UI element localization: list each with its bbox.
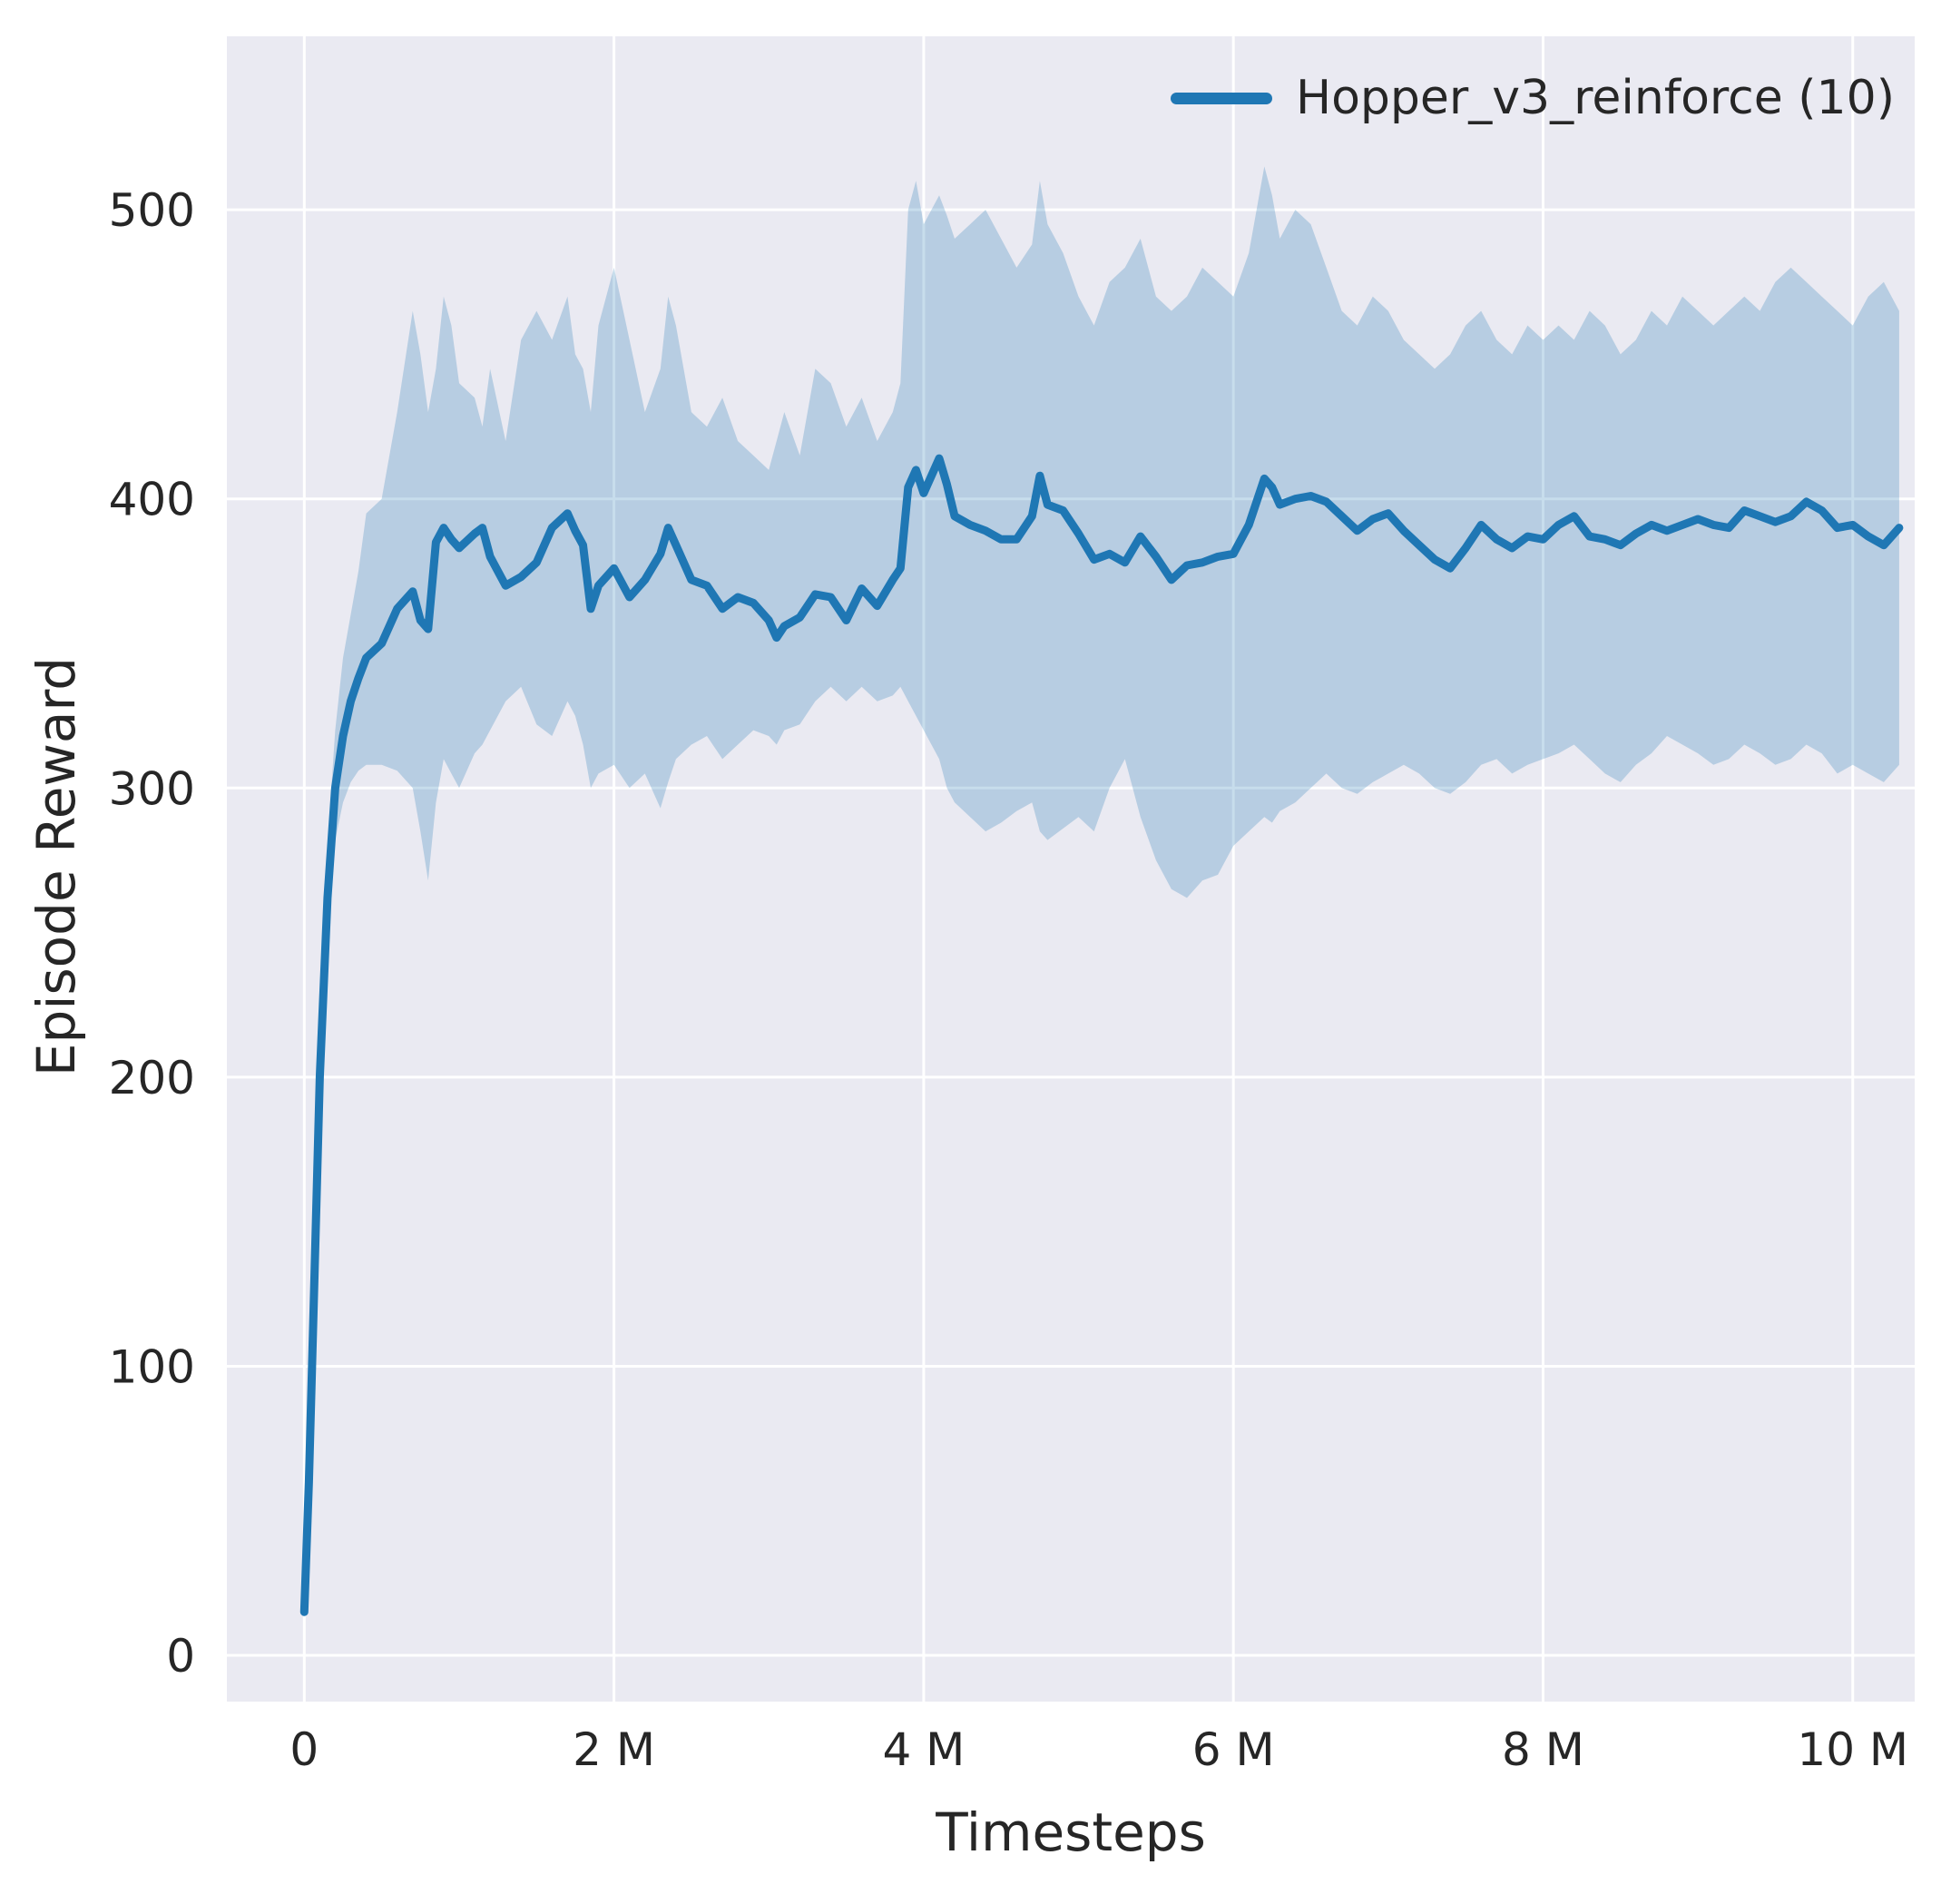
y-tick-label: 200: [109, 1052, 195, 1104]
plot-area: [227, 36, 1915, 1702]
mean-reward-line: [299, 454, 1904, 1616]
y-tick-label: 500: [109, 184, 195, 237]
x-tick-label: 0: [289, 1723, 319, 1776]
x-axis-label: Timesteps: [936, 1801, 1206, 1863]
y-tick-label: 0: [166, 1630, 195, 1683]
x-tick-label: 4 M: [882, 1723, 965, 1776]
confidence-band: [304, 166, 1899, 1615]
x-tick-label: 10 M: [1797, 1723, 1908, 1776]
x-tick-label: 2 M: [573, 1723, 655, 1776]
legend-label: Hopper_v3_reinforce (10): [1295, 71, 1895, 125]
y-tick-label: 300: [109, 762, 195, 815]
y-tick-label: 100: [109, 1340, 195, 1393]
x-tick-label: 8 M: [1502, 1723, 1584, 1776]
y-axis-label: Episode Reward: [25, 656, 87, 1077]
legend-swatch: [1170, 92, 1272, 104]
x-tick-label: 6 M: [1192, 1723, 1275, 1776]
y-tick-label: 400: [109, 474, 195, 526]
legend: Hopper_v3_reinforce (10): [1170, 71, 1895, 125]
